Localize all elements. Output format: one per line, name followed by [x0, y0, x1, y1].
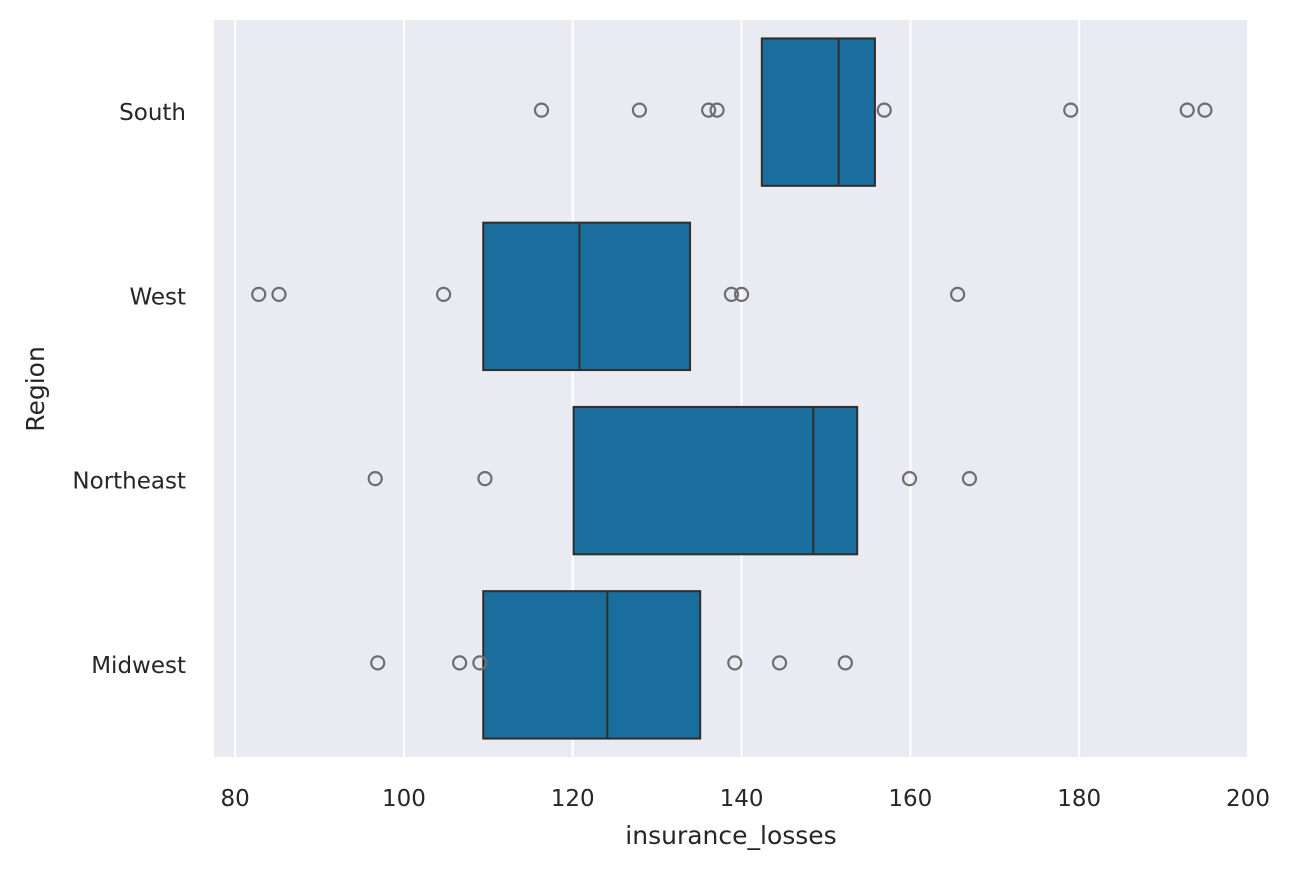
outlier-point — [876, 102, 892, 118]
outlier-point — [709, 102, 725, 118]
outlier-point — [723, 286, 740, 302]
outlier-point — [477, 471, 493, 487]
y-tick-label: West — [129, 284, 186, 310]
x-tick-label: 180 — [1057, 786, 1101, 812]
outlier-point — [452, 655, 468, 671]
outlier-point — [771, 655, 788, 671]
box-west — [482, 221, 692, 372]
outlier-point — [701, 102, 717, 118]
outlier-point — [1179, 102, 1195, 118]
box-northeast — [572, 405, 859, 556]
y-tick-label: South — [119, 100, 186, 126]
outlier-point — [1197, 102, 1213, 118]
x-tick-label: 100 — [382, 786, 426, 812]
outlier-point — [1063, 102, 1079, 118]
x-tick-label: 160 — [888, 786, 932, 812]
x-tick-labels: 80 100 120 140 160 180 200 — [220, 786, 1269, 812]
plot-area — [214, 20, 1248, 757]
box-midwest — [482, 590, 702, 740]
outlier-point — [271, 286, 287, 302]
x-axis-label: insurance_losses — [625, 821, 836, 850]
outlier-point — [370, 655, 386, 671]
y-axis-label: Region — [21, 346, 50, 432]
x-tick-label: 120 — [551, 786, 595, 812]
outliers — [251, 102, 1213, 671]
outlier-point — [901, 471, 918, 487]
outlier-point — [733, 286, 750, 302]
outlier-point — [837, 655, 853, 671]
outlier-point — [961, 471, 978, 487]
x-tick-label: 200 — [1226, 786, 1270, 812]
y-tick-labels: South West Northeast Midwest — [72, 100, 186, 679]
boxes — [482, 37, 876, 740]
outlier-point — [472, 655, 488, 671]
outlier-point — [631, 102, 648, 118]
x-tick-label: 80 — [220, 786, 249, 812]
y-tick-label: Northeast — [72, 469, 186, 495]
outlier-point — [251, 286, 267, 302]
outlier-point — [367, 471, 383, 487]
box-south — [760, 37, 876, 187]
x-tick-label: 140 — [720, 786, 764, 812]
outlier-point — [533, 102, 550, 118]
y-tick-label: Midwest — [91, 653, 186, 679]
grid-lines — [234, 20, 1249, 757]
outlier-point — [950, 286, 966, 302]
outlier-point — [435, 286, 452, 302]
outlier-point — [727, 655, 743, 671]
